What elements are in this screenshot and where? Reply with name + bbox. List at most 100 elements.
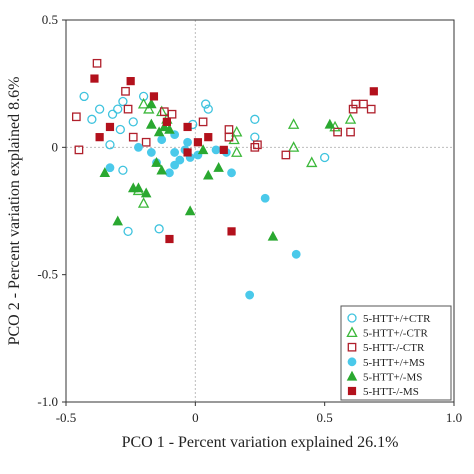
data-point-triangle-filled [197,144,209,155]
data-point-square-filled [193,138,203,147]
data-point-triangle-open [137,97,150,109]
data-point-circle-open [320,152,330,163]
legend-label: 5-HTT+/+MS [363,357,425,369]
data-point-circle-filled [291,249,301,259]
data-point-triangle-open [231,146,243,157]
data-point-triangle-filled [184,205,196,216]
y-axis-title: PCO 2 - Percent variation explained 8.6% [6,77,23,346]
data-point-circle-filled [170,160,180,170]
data-point-circle-filled [211,145,221,155]
data-point-circle-filled [227,168,236,178]
y-tick-label: 0 [52,139,59,154]
data-point-circle-filled [245,290,255,300]
data-point-circle-open [118,96,128,107]
data-point-square-open [71,112,81,122]
data-point-triangle-filled [164,123,175,134]
data-point-triangle-filled [99,167,111,178]
data-point-circle-filled [183,137,192,147]
data-point-triangle-filled [202,169,214,180]
data-point-square-open [198,117,208,127]
x-tick-label: -0.5 [56,410,77,425]
data-point-circle-filled [146,148,156,157]
data-point-triangle-filled [133,182,144,193]
data-point-square-open [250,142,260,152]
data-point-triangle-open [137,197,150,208]
data-point-triangle-filled [159,121,170,132]
data-point-circle-open [123,226,133,237]
data-point-circle-open [107,109,118,119]
data-point-square-open [359,99,368,109]
data-points [71,58,378,300]
x-tick-label: 1.0 [446,410,462,425]
data-point-triangle-filled [213,162,224,172]
data-point-triangle-filled [151,156,162,167]
data-point-square-open [121,86,130,96]
data-point-triangle-open [287,141,300,152]
data-point-circle-open [201,99,211,109]
data-point-square-filled [369,87,378,96]
data-point-circle-filled [170,148,180,157]
data-point-square-open [123,104,133,114]
data-point-circle-filled [165,168,174,178]
data-point-square-filled [183,122,192,132]
data-point-circle-filled [157,135,167,145]
data-point-circle-open [94,104,105,114]
data-point-square-filled [105,122,115,132]
data-point-circle-open [154,224,164,234]
data-point-circle-open [203,104,213,114]
legend-marker-square-open [347,342,357,352]
legend-marker-square-filled [347,386,357,396]
legend-marker-circle-filled [347,357,357,367]
data-point-circle-open [113,104,123,114]
data-point-triangle-filled [112,215,124,226]
data-point-square-open [253,140,262,150]
data-point-square-open [346,127,355,137]
data-point-square-open [74,145,84,155]
data-point-circle-open [79,91,89,102]
axis-ticks: -0.5 0 0.5 1.0-1.0-0.500.5 [37,12,462,425]
x-tick-label: 0 [192,410,199,425]
data-point-square-open [128,132,138,142]
data-point-circle-open [87,114,97,124]
data-point-triangle-open [287,118,300,129]
data-point-circle-filled [260,193,270,203]
plot-frame [65,19,455,403]
data-point-square-filled [149,92,159,101]
data-point-circle-open [115,124,125,135]
legend-label: 5-HTT+/+CTR [363,313,431,325]
data-point-triangle-open [228,133,240,145]
data-point-square-filled [126,77,135,86]
legend-marker-triangle-filled [346,370,358,381]
legend-label: 5-HTT-/-MS [363,386,419,398]
data-point-square-filled [90,74,99,83]
data-point-circle-filled [134,142,143,152]
data-point-square-filled [219,145,228,154]
data-point-square-open [281,150,291,160]
data-point-triangle-open [344,113,357,124]
x-tick-label: 0.5 [317,410,333,425]
data-point-circle-filled [175,155,185,165]
legend-marker-triangle-open [346,326,358,338]
data-point-circle-open [105,140,115,150]
data-point-square-filled [227,227,236,236]
data-point-square-filled [204,133,213,142]
data-point-triangle-filled [146,98,157,109]
y-tick-label: 0.5 [42,12,58,27]
y-tick-label: -1.0 [37,394,58,409]
data-point-triangle-open [231,125,243,137]
data-point-triangle-open [306,156,318,168]
data-point-square-open [333,127,342,137]
data-point-circle-open [250,114,260,124]
legend: 5-HTT+/+CTR 5-HTT+/-CTR 5-HTT-/-CTR 5-HTT+/… [340,305,452,401]
zero-lines [66,20,454,402]
data-point-square-open [167,109,177,119]
data-point-circle-filled [105,163,115,173]
data-point-triangle-filled [324,118,336,129]
data-point-circle-open [118,165,128,175]
data-point-square-filled [162,117,171,126]
legend-label: 5-HTT+/-MS [363,371,422,383]
x-axis-title: PCO 1 - Percent variation explained 26.1… [122,434,399,451]
y-tick-label: -0.5 [37,267,58,282]
